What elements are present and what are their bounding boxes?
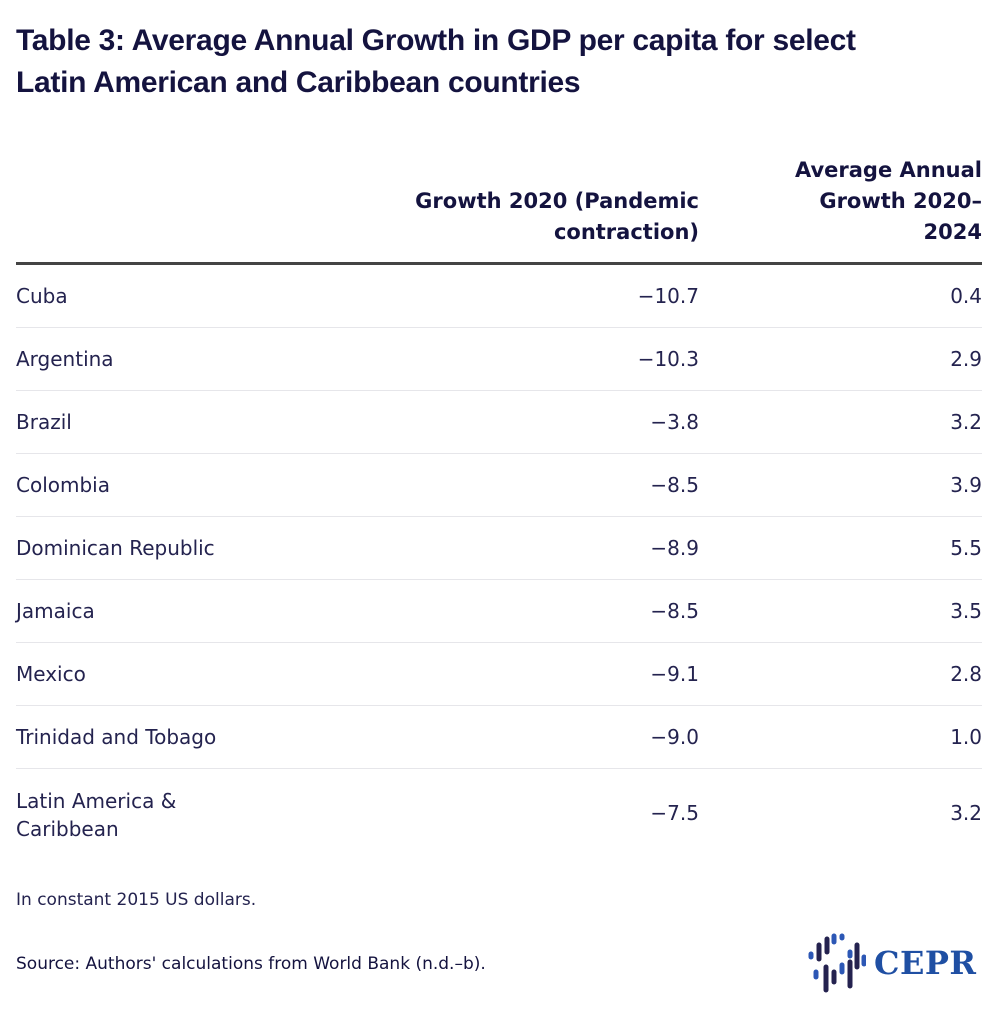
avg-growth-cell: 2.9 xyxy=(950,347,982,371)
table-row: Dominican Republic −8.9 5.5 xyxy=(16,517,982,580)
country-cell: Dominican Republic xyxy=(16,536,215,560)
growth-2020-cell: −10.3 xyxy=(637,347,699,371)
table-row: Jamaica −8.5 3.5 xyxy=(16,580,982,643)
growth-2020-cell: −8.9 xyxy=(650,536,699,560)
growth-2020-cell: −9.0 xyxy=(650,725,699,749)
column-header-avg-growth-2020-2024: Average Annual Growth 2020– 2024 xyxy=(794,158,982,244)
growth-2020-cell: −8.5 xyxy=(650,599,699,623)
table-row: Brazil −3.8 3.2 xyxy=(16,391,982,454)
avg-growth-cell: 1.0 xyxy=(950,725,982,749)
table-row: Trinidad and Tobago −9.0 1.0 xyxy=(16,706,982,769)
country-cell: Jamaica xyxy=(16,599,95,623)
growth-2020-cell: −7.5 xyxy=(650,801,699,825)
cepr-wordmark: CEPR xyxy=(874,944,977,982)
avg-growth-cell: 2.8 xyxy=(950,662,982,686)
avg-growth-cell: 3.2 xyxy=(950,801,982,825)
table-title: Table 3: Average Annual Growth in GDP pe… xyxy=(16,20,976,104)
table-row: Argentina −10.3 2.9 xyxy=(16,328,982,391)
table-row: Colombia −8.5 3.9 xyxy=(16,454,982,517)
country-cell: Cuba xyxy=(16,284,68,308)
growth-2020-cell: −8.5 xyxy=(650,473,699,497)
cepr-logo: CEPR xyxy=(804,932,977,994)
country-cell: Mexico xyxy=(16,662,86,686)
table-row: Mexico −9.1 2.8 xyxy=(16,643,982,706)
growth-2020-cell: −3.8 xyxy=(650,410,699,434)
country-cell: Trinidad and Tobago xyxy=(16,725,217,749)
growth-2020-cell: −10.7 xyxy=(637,284,699,308)
avg-growth-cell: 3.2 xyxy=(950,410,982,434)
source-note: Source: Authors' calculations from World… xyxy=(16,954,486,974)
country-cell: Colombia xyxy=(16,473,110,497)
avg-growth-cell: 3.5 xyxy=(950,599,982,623)
table-header: Growth 2020 (Pandemic contraction) Avera… xyxy=(16,150,982,265)
column-header-growth-2020: Growth 2020 (Pandemic contraction) xyxy=(415,189,699,244)
avg-growth-cell: 0.4 xyxy=(950,284,982,308)
country-cell: Argentina xyxy=(16,347,114,371)
table-row: Cuba −10.7 0.4 xyxy=(16,265,982,328)
table-title-line-2: Latin American and Caribbean countries xyxy=(16,66,581,99)
avg-growth-cell: 3.9 xyxy=(950,473,982,497)
avg-growth-cell: 5.5 xyxy=(950,536,982,560)
table-title-line-1: Table 3: Average Annual Growth in GDP pe… xyxy=(16,24,856,57)
country-cell: Latin America & Caribbean xyxy=(16,789,177,841)
country-cell: Brazil xyxy=(16,410,72,434)
growth-2020-cell: −9.1 xyxy=(650,662,699,686)
table-row-regional-total: Latin America & Caribbean −7.5 3.2 xyxy=(16,769,982,849)
growth-table: Growth 2020 (Pandemic contraction) Avera… xyxy=(16,150,982,849)
cepr-dots-logo-icon xyxy=(808,933,866,993)
units-note: In constant 2015 US dollars. xyxy=(16,890,257,910)
